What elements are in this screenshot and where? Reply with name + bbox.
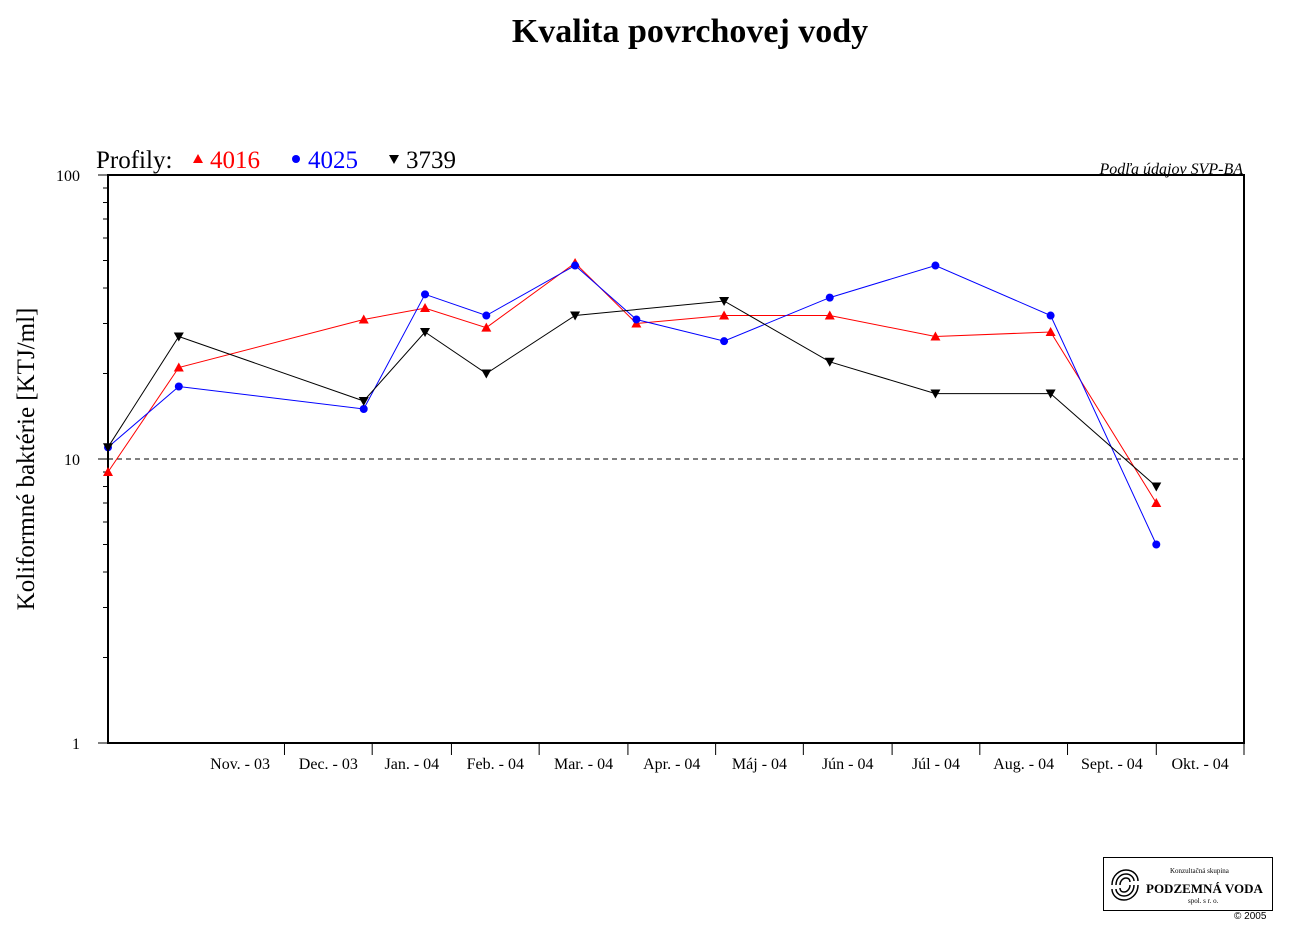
data-point-4025 <box>359 404 368 413</box>
series-line-4025 <box>107 264 1157 545</box>
data-point-4016 <box>420 303 431 313</box>
series-line-4016 <box>107 262 1157 504</box>
series-4025 <box>104 261 1161 549</box>
data-point-4016 <box>824 310 835 320</box>
x-tick-label: Nov. - 03 <box>210 756 270 773</box>
series-3739 <box>103 297 1162 492</box>
data-point-4025 <box>421 290 430 299</box>
data-point-3739 <box>420 328 431 338</box>
x-tick-label: Dec. - 03 <box>299 756 358 773</box>
logo-line-3: spol. s r. o. <box>1188 897 1219 905</box>
data-point-4025 <box>720 337 729 346</box>
y-tick-label: 10 <box>64 452 80 469</box>
data-point-3739 <box>103 443 113 453</box>
data-point-4016 <box>103 466 113 476</box>
y-axis-label: Koliformné baktérie [KTJ/ml] <box>13 308 40 611</box>
data-point-4025 <box>571 261 580 270</box>
data-point-3739 <box>570 311 581 321</box>
logo-line-2: PODZEMNÁ VODA <box>1146 881 1263 896</box>
data-point-3739 <box>1151 482 1162 492</box>
legend-label-4016: 4016 <box>210 147 260 174</box>
chart-title: Kvalita povrchovej vody <box>512 13 868 50</box>
data-point-4025 <box>825 293 834 302</box>
series-4016 <box>103 257 1162 507</box>
y-axis: 1 10 100 <box>56 168 108 753</box>
data-point-4025 <box>1152 540 1161 549</box>
logo-mark-icon <box>1111 869 1139 901</box>
data-point-4025 <box>174 382 183 391</box>
data-point-4016 <box>173 362 184 372</box>
x-tick-label: Sept. - 04 <box>1081 756 1143 773</box>
x-tick-label: Mar. - 04 <box>554 756 613 773</box>
data-point-4016 <box>719 310 730 320</box>
data-point-3739 <box>1045 389 1056 399</box>
legend-label-3739: 3739 <box>406 147 456 174</box>
legend-marker-3739 <box>389 155 399 164</box>
data-point-3739 <box>719 297 730 307</box>
logo-line-1: Konzultačná skupina <box>1170 867 1229 875</box>
data-point-4025 <box>931 261 940 270</box>
data-point-4025 <box>632 315 641 324</box>
y-tick-label: 100 <box>56 168 80 185</box>
x-axis: Nov. - 03 Dec. - 03 Jan. - 04 Feb. - 04 Mar.… <box>210 743 1245 773</box>
data-point-4016 <box>1045 327 1056 337</box>
data-point-4016 <box>358 314 369 324</box>
legend-marker-4016 <box>193 154 203 163</box>
data-point-4025 <box>1046 311 1055 320</box>
series-layer <box>103 257 1162 549</box>
x-tick-label: Jan. - 04 <box>384 756 439 773</box>
x-tick-label: Aug. - 04 <box>993 756 1054 773</box>
copyright: © 2005 <box>1234 911 1267 922</box>
data-point-3739 <box>173 332 184 342</box>
data-point-3739 <box>358 397 369 407</box>
data-point-3739 <box>481 369 492 379</box>
legend: 4016 4025 3739 <box>193 147 456 174</box>
x-tick-label: Máj - 04 <box>732 756 787 773</box>
legend-label-4025: 4025 <box>308 147 358 174</box>
x-tick-label: Apr. - 04 <box>643 756 700 773</box>
data-point-4025 <box>482 311 491 320</box>
legend-marker-4025 <box>292 155 300 163</box>
legend-prefix: Profily: <box>96 147 172 174</box>
x-tick-label: Feb. - 04 <box>467 756 524 773</box>
company-logo: Konzultačná skupina PODZEMNÁ VODA spol. … <box>1103 857 1273 911</box>
data-point-4016 <box>1151 497 1162 507</box>
data-point-4016 <box>481 322 492 332</box>
x-tick-label: Okt. - 04 <box>1171 756 1228 773</box>
x-tick-label: Júl - 04 <box>912 756 960 773</box>
x-tick-label: Jún - 04 <box>822 756 874 773</box>
y-tick-label: 1 <box>72 736 80 753</box>
data-point-3739 <box>824 357 835 367</box>
source-note: Podľa údajov SVP-BA <box>1098 161 1243 178</box>
data-point-4016 <box>930 331 941 341</box>
data-point-3739 <box>930 389 941 399</box>
